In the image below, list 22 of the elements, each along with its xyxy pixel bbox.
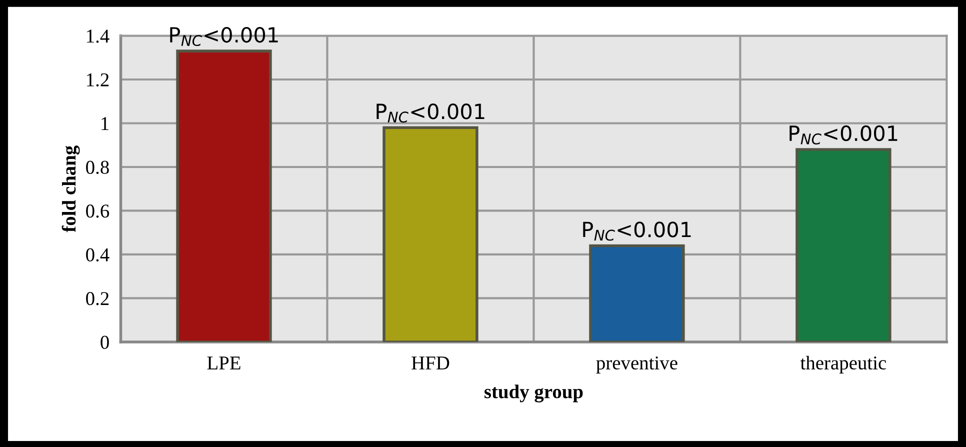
bar: [176, 50, 272, 342]
x-axis-title: study group: [484, 384, 583, 402]
x-tick-label: LPE: [207, 356, 240, 370]
y-tick-label: 1.4: [87, 30, 110, 43]
x-tick-label: therapeutic: [800, 356, 886, 374]
y-tick-label: 0.6: [86, 204, 110, 218]
y-tick-label: 0.4: [86, 248, 110, 262]
y-tick-label: 0.8: [86, 160, 109, 174]
y-tick-label: 1.2: [87, 73, 109, 87]
bar: [796, 148, 892, 342]
y-tick-label: 0.2: [86, 292, 109, 306]
y-tick-label: 1: [102, 117, 108, 130]
y-tick-label: 0: [100, 336, 109, 349]
annotation: P$_{NC}$<0.001: [583, 222, 691, 241]
y-axis-title: fold chang: [62, 146, 80, 232]
annotation: P$_{NC}$<0.001: [790, 125, 898, 144]
bar: [382, 126, 478, 342]
bar: [589, 244, 685, 342]
annotation: P$_{NC}$<0.001: [376, 103, 484, 123]
x-tick-label: preventive: [596, 356, 678, 374]
annotation: P$_{NC}$<0.001: [170, 26, 278, 46]
x-tick-label: HFD: [412, 356, 450, 370]
